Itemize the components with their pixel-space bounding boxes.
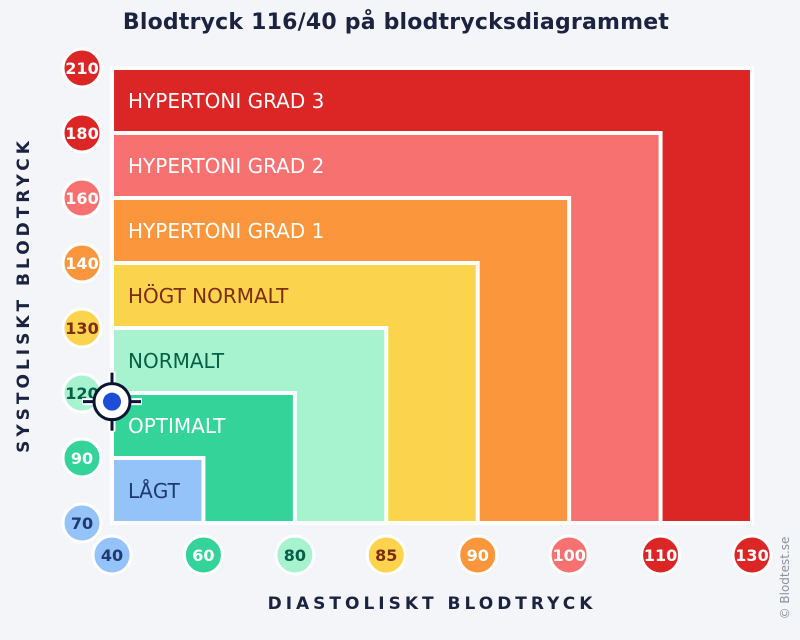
credit-text: © Blodtest.se [778, 536, 792, 620]
x-tick-marker [457, 534, 499, 576]
y-tick-marker [61, 47, 103, 89]
y-tick-label: 140 [65, 254, 98, 273]
zone-label: OPTIMALT [128, 414, 226, 438]
measurement-point [82, 371, 142, 432]
x-tick-label: 40 [101, 546, 123, 565]
x-axis-label: DIASTOLISKT BLODTRYCK [267, 594, 597, 614]
x-tick-marker [731, 534, 773, 576]
x-tick-marker [640, 534, 682, 576]
x-tick-marker [548, 534, 590, 576]
zone-label: HÖGT NORMALT [128, 284, 289, 308]
y-tick-marker [61, 437, 103, 479]
y-tick-label: 180 [65, 124, 98, 143]
zone-label: HYPERTONI GRAD 3 [128, 89, 324, 113]
zone-label: HYPERTONI GRAD 1 [128, 219, 324, 243]
x-tick-label: 110 [644, 546, 677, 565]
y-tick-marker [61, 242, 103, 284]
x-tick-marker [365, 534, 407, 576]
x-tick-marker [274, 534, 316, 576]
y-tick-label: 90 [71, 449, 93, 468]
x-tick-marker [182, 534, 224, 576]
zone-lågt [110, 456, 206, 525]
zone-label: HYPERTONI GRAD 2 [128, 154, 324, 178]
y-tick-marker [61, 502, 103, 544]
y-tick-label: 160 [65, 189, 98, 208]
x-tick-label: 100 [552, 546, 585, 565]
point-dot [103, 392, 121, 411]
x-tick-label: 80 [284, 546, 306, 565]
x-tick-label: 90 [467, 546, 489, 565]
x-tick-label: 85 [375, 546, 397, 565]
y-axis-label: SYSTOLISKT BLODTRYCK [14, 137, 34, 453]
x-tick-marker [91, 534, 133, 576]
y-tick-marker [61, 177, 103, 219]
x-tick-label: 130 [735, 546, 768, 565]
y-tick-marker [61, 112, 103, 154]
y-tick-label: 70 [71, 514, 93, 533]
chart-title: Blodtryck 116/40 på blodtrycksdiagrammet [122, 10, 670, 35]
zone-label: LÅGT [128, 479, 181, 503]
y-tick-label: 210 [65, 59, 98, 78]
x-tick-label: 60 [192, 546, 214, 565]
y-tick-label: 130 [65, 319, 98, 338]
y-tick-marker [61, 307, 103, 349]
zone-label: NORMALT [128, 349, 225, 373]
